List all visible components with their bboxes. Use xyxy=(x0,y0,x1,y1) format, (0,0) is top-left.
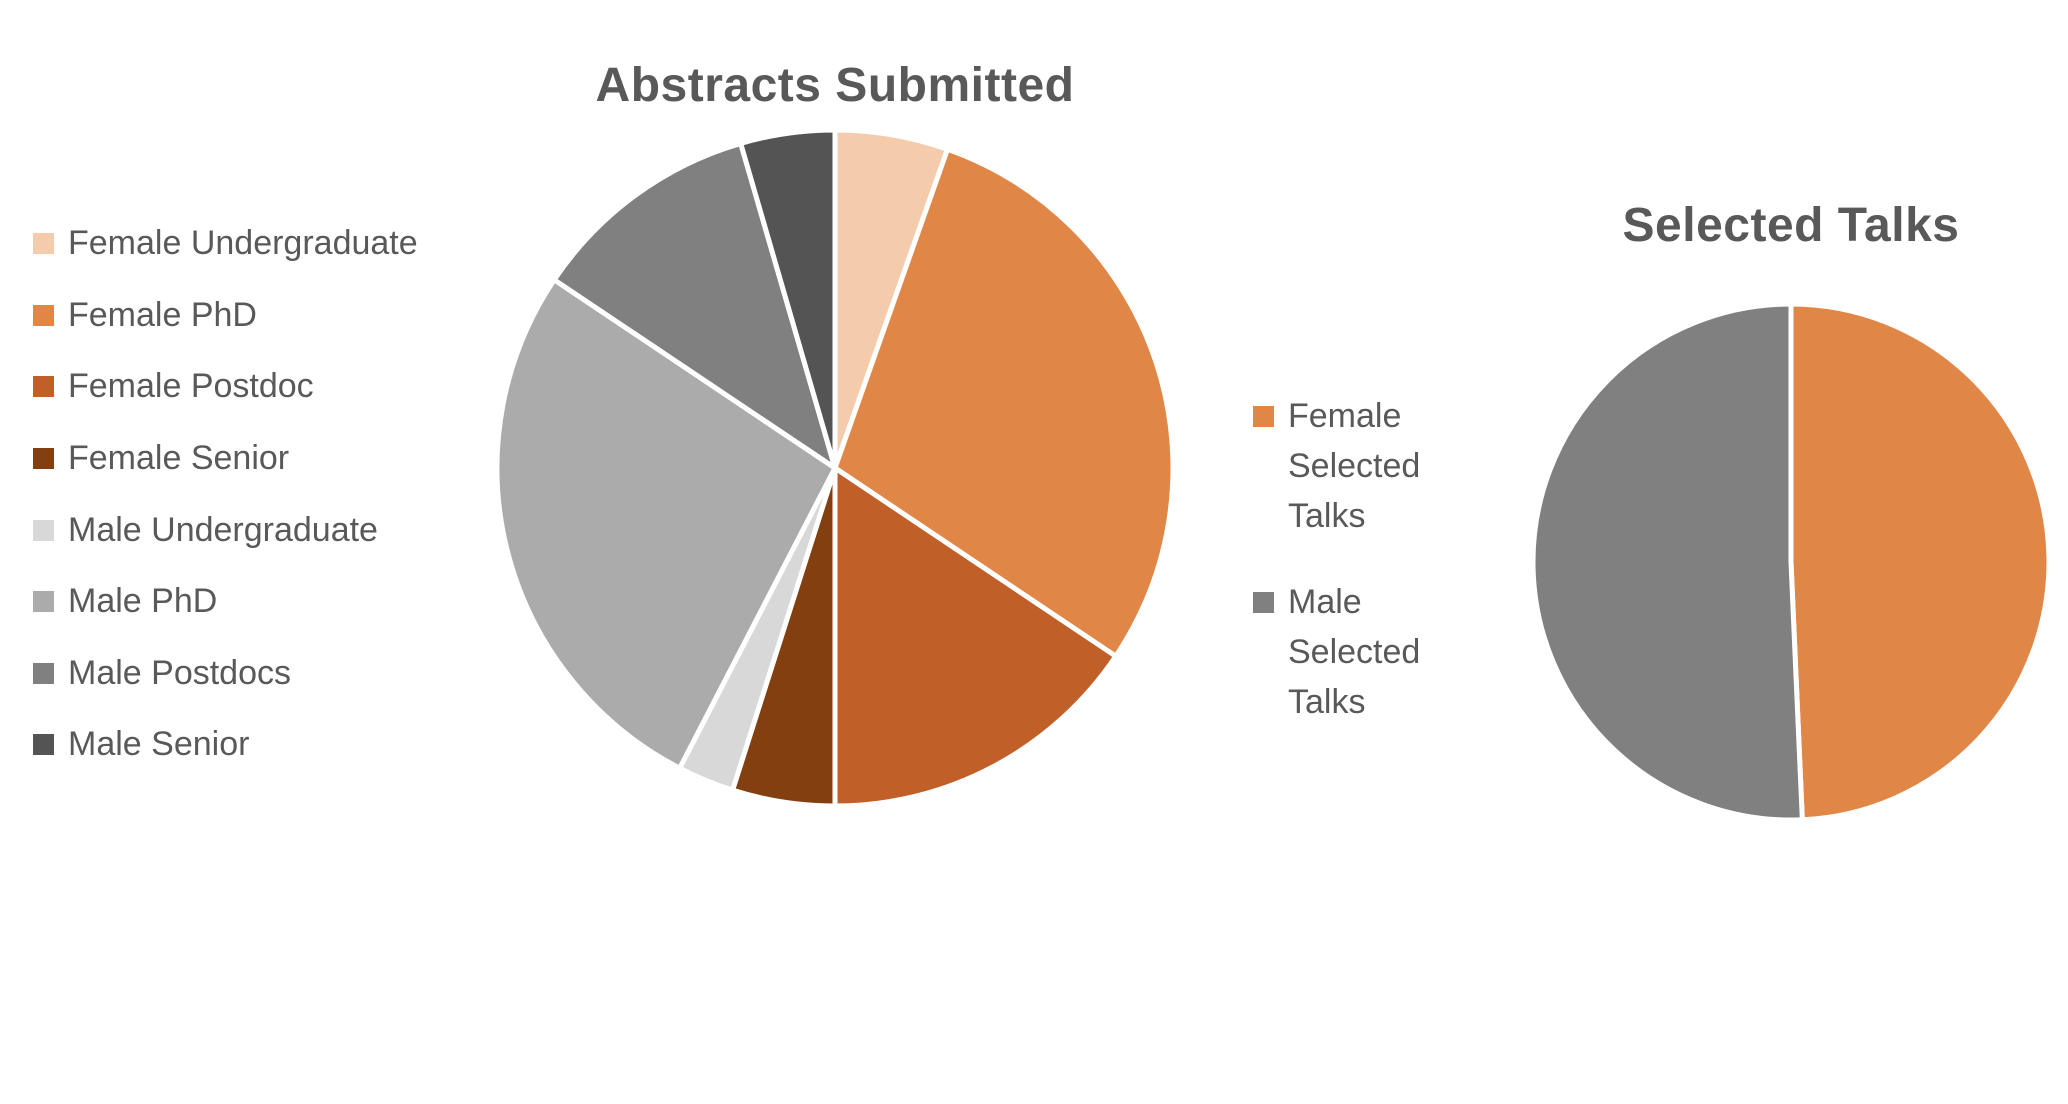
legend-item-female-senior: Female Senior xyxy=(33,423,418,495)
legend-item-female-selected-talks: Female Selected Talks xyxy=(1253,391,1473,541)
legend-label: Male Selected Talks xyxy=(1288,583,1421,721)
legend-item-male-undergraduate: Male Undergraduate xyxy=(33,494,418,566)
selected-talks-chart-title: Selected Talks xyxy=(1622,199,1960,252)
selected-talks-pie xyxy=(1530,301,2052,823)
abstracts-legend: Female Undergraduate Female PhD Female Pos… xyxy=(33,208,418,781)
legend-label: Female Undergraduate xyxy=(68,224,418,263)
legend-swatch-male-postdocs xyxy=(33,662,54,684)
legend-swatch-female-postdoc xyxy=(33,376,54,398)
legend-item-male-phd: Male PhD xyxy=(33,566,418,638)
legend-item-male-postdocs: Male Postdocs xyxy=(33,638,418,710)
legend-item-female-undergraduate: Female Undergraduate xyxy=(33,208,418,280)
abstracts-pie xyxy=(494,127,1176,809)
legend-label: Male Postdocs xyxy=(68,653,291,692)
legend-label: Female Postdoc xyxy=(68,367,314,406)
legend-label: Male Undergraduate xyxy=(68,510,378,549)
legend-swatch-female-selected-talks xyxy=(1253,406,1274,427)
legend-label: Male Senior xyxy=(68,725,250,764)
legend-swatch-male-phd xyxy=(33,591,54,613)
legend-item-female-phd: Female PhD xyxy=(33,280,418,352)
legend-item-female-postdoc: Female Postdoc xyxy=(33,351,418,423)
legend-item-male-selected-talks: Male Selected Talks xyxy=(1253,577,1473,727)
pie-slice-female-phd xyxy=(832,146,1176,659)
legend-swatch-male-senior xyxy=(33,734,54,756)
pie-slice-male-phd xyxy=(494,277,838,771)
abstracts-chart-title: Abstracts Submitted xyxy=(595,59,1075,112)
selected-talks-legend: Female Selected Talks Male Selected Talks xyxy=(1253,391,1473,727)
pie-slice-male-senior xyxy=(738,127,838,471)
legend-swatch-female-senior xyxy=(33,448,54,470)
legend-item-male-senior: Male Senior xyxy=(33,709,418,781)
legend-swatch-female-phd xyxy=(33,304,54,326)
legend-label: Female Senior xyxy=(68,439,290,478)
pie-slice-male-postdocs xyxy=(551,140,838,471)
pie-slice-male-selected-talks xyxy=(1530,301,1805,823)
legend-swatch-male-undergraduate xyxy=(33,519,54,541)
pie-slice-female-selected-talks xyxy=(1788,301,2052,823)
legend-swatch-male-selected-talks xyxy=(1253,592,1274,613)
legend-label: Male PhD xyxy=(68,582,218,621)
legend-label: Female PhD xyxy=(68,295,257,334)
legend-swatch-female-undergraduate xyxy=(33,233,54,255)
legend-label: Female Selected Talks xyxy=(1288,397,1421,535)
pie-slice-female-postdoc xyxy=(832,465,1119,809)
